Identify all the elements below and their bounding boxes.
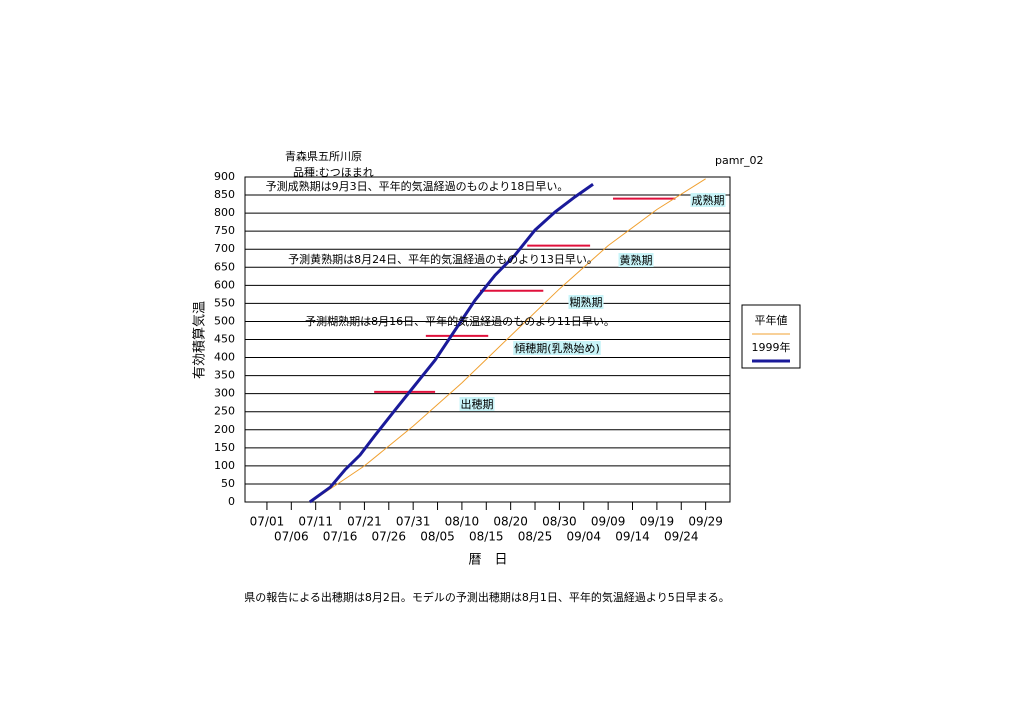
y-tick-label: 150 <box>214 441 235 454</box>
series-line <box>308 182 594 504</box>
y-tick-label: 250 <box>214 405 235 418</box>
x-tick-label: 09/14 <box>615 530 650 544</box>
x-tick-label: 09/09 <box>591 515 626 529</box>
x-tick-label: 07/11 <box>298 515 333 529</box>
x-tick-label: 09/29 <box>688 515 723 529</box>
x-tick-label: 09/19 <box>640 515 675 529</box>
stage-label-bg <box>690 193 726 207</box>
y-tick-label: 400 <box>214 351 235 364</box>
y-tick-label: 0 <box>228 495 235 508</box>
x-tick-label: 08/25 <box>518 530 553 544</box>
stage-label-bg <box>618 253 654 267</box>
annotation: 予測黄熟期は8月24日、平年的気温経過のものより13日早い。 <box>288 252 598 266</box>
series-line <box>310 178 706 503</box>
y-tick-label: 500 <box>214 314 235 327</box>
x-tick-label: 07/31 <box>396 515 431 529</box>
stage-label-bg <box>568 295 604 309</box>
x-tick-label: 08/20 <box>493 515 528 529</box>
y-tick-label: 50 <box>221 477 235 490</box>
x-tick-label: 07/26 <box>371 530 406 544</box>
y-tick-label: 650 <box>214 260 235 273</box>
chart-subtitle: 品種:むつほまれ <box>293 165 374 179</box>
x-tick-label: 09/04 <box>566 530 601 544</box>
chart-id: pamr_02 <box>715 154 763 167</box>
y-tick-label: 550 <box>214 296 235 309</box>
stage-label: 傾穂期(乳熟始め) <box>514 341 600 355</box>
stage-label: 黄熟期 <box>620 253 653 267</box>
legend-label: 1999年 <box>752 340 791 354</box>
stage-label: 糊熟期 <box>570 295 603 309</box>
y-tick-label: 850 <box>214 188 235 201</box>
y-tick-label: 750 <box>214 224 235 237</box>
x-tick-label: 07/06 <box>274 530 309 544</box>
y-tick-label: 450 <box>214 333 235 346</box>
plot-frame <box>244 176 731 503</box>
y-tick-label: 900 <box>214 170 235 183</box>
y-tick-label: 600 <box>214 278 235 291</box>
x-tick-label: 07/16 <box>323 530 358 544</box>
y-axis-label: 有効積算気温 <box>192 301 208 379</box>
chart-title: 青森県五所川原 <box>285 149 362 163</box>
x-tick-label: 08/05 <box>420 530 455 544</box>
y-tick-label: 100 <box>214 459 235 472</box>
x-tick-label: 08/15 <box>469 530 504 544</box>
y-tick-label: 800 <box>214 206 235 219</box>
y-tick-label: 700 <box>214 242 235 255</box>
y-tick-label: 350 <box>214 369 235 382</box>
y-tick-label: 300 <box>214 387 235 400</box>
stage-label-bg <box>513 341 601 355</box>
y-tick-label: 200 <box>214 423 235 436</box>
annotation: 予測糊熟期は8月16日、平年的気温経過のものより11日早い。 <box>305 314 615 328</box>
legend-label: 平年値 <box>755 313 788 327</box>
x-tick-label: 07/21 <box>347 515 382 529</box>
x-axis-label: 暦 日 <box>468 553 507 568</box>
x-tick-label: 08/30 <box>542 515 577 529</box>
legend-box <box>741 304 801 369</box>
x-tick-label: 08/10 <box>445 515 480 529</box>
stage-label: 成熟期 <box>692 193 725 207</box>
footnote: 県の報告による出穂期は8月2日。モデルの予測出穂期は8月1日、平年的気温経過より… <box>244 590 729 604</box>
x-tick-label: 07/01 <box>250 515 285 529</box>
x-tick-label: 09/24 <box>664 530 699 544</box>
annotation: 予測成熟期は9月3日、平年的気温経過のものより18日早い。 <box>266 179 569 193</box>
stage-label: 出穂期 <box>461 397 494 411</box>
stage-label-bg <box>459 397 495 411</box>
